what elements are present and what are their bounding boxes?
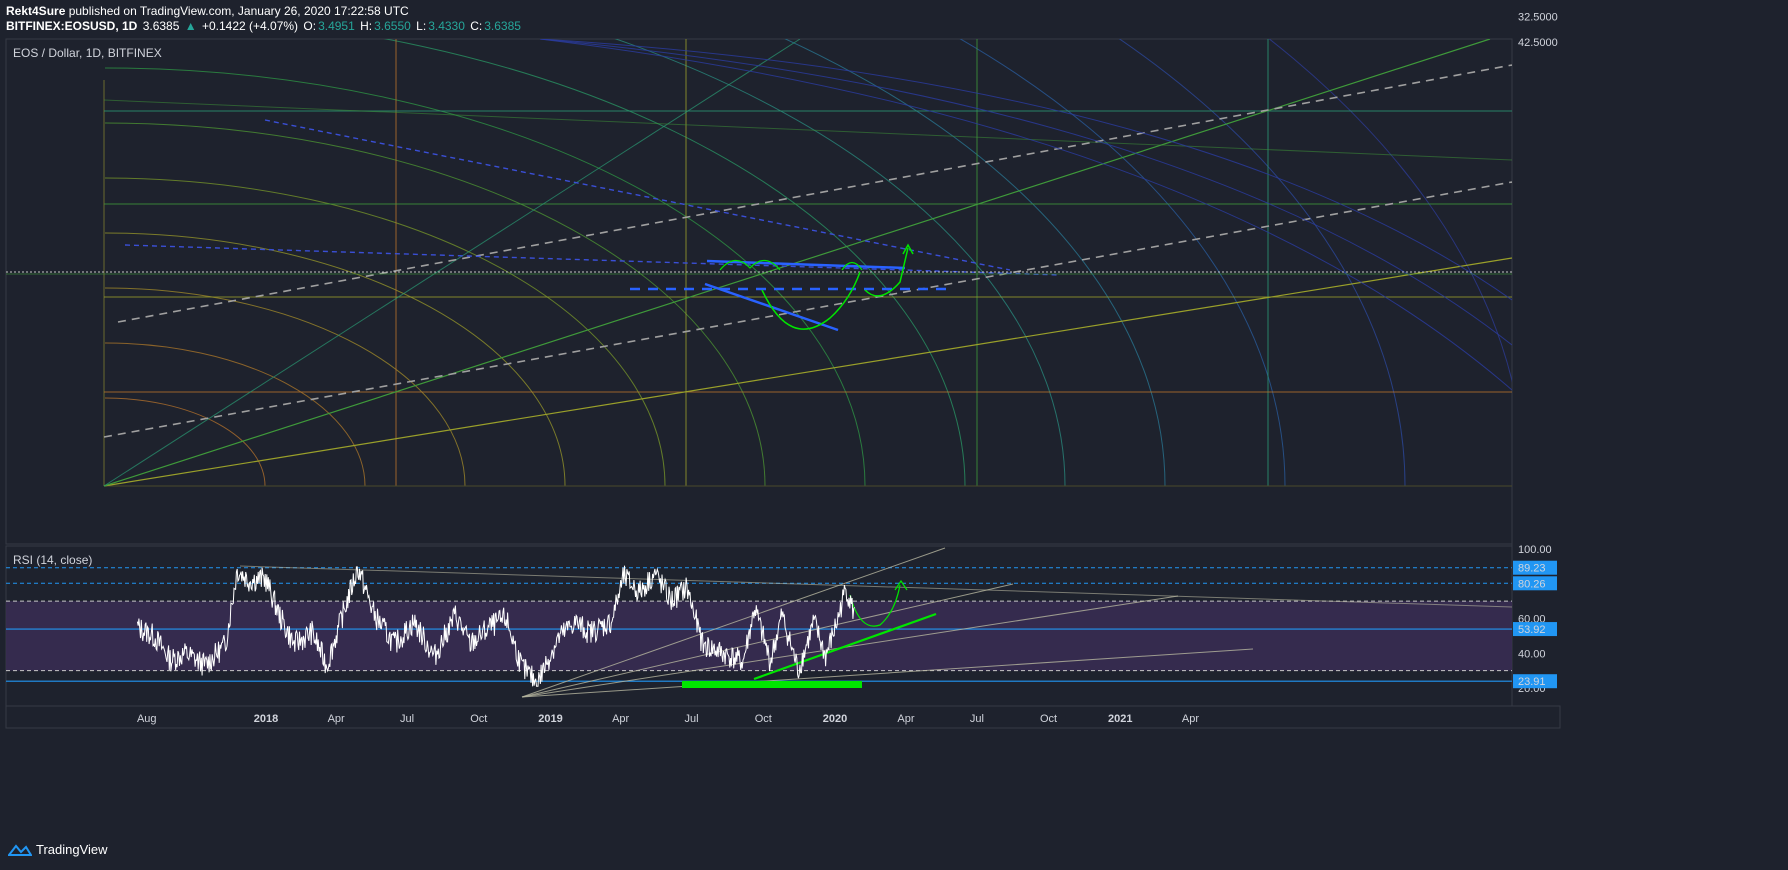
tradingview-logo-icon xyxy=(8,843,32,856)
rsi-value-label: 23.91 xyxy=(1518,676,1546,688)
dashed-channel-upper xyxy=(117,64,1512,323)
rsi-tick-label: 40.00 xyxy=(1518,648,1546,660)
rsi-value-badge xyxy=(1513,674,1557,689)
rsi-support-line xyxy=(753,612,937,681)
gann-arc xyxy=(104,397,266,487)
gann-arc xyxy=(104,67,866,487)
main-pane-title: EOS / Dollar, 1D, BITFINEX xyxy=(13,46,162,60)
gann-arc xyxy=(104,232,566,487)
resistance-trendline xyxy=(706,259,906,270)
high-label: H: xyxy=(360,19,373,33)
rsi-value-label: 89.23 xyxy=(1518,563,1546,575)
chart-header: Rekt4Sure published on TradingView.com, … xyxy=(6,4,523,34)
rsi-fan-line xyxy=(521,595,1179,698)
time-tick-label: Apr xyxy=(1182,713,1199,725)
gann-arc xyxy=(784,39,1166,487)
time-tick-label: 2019 xyxy=(538,713,562,725)
gann-fan-line xyxy=(103,39,801,487)
tradingview-footer[interactable]: TradingView xyxy=(8,842,108,857)
rsi-value-badge xyxy=(1513,576,1557,591)
author-name[interactable]: Rekt4Sure xyxy=(6,4,66,18)
time-tick-label: Jul xyxy=(970,713,984,725)
dashed-channel-lower xyxy=(103,181,1512,438)
cup-curve xyxy=(761,271,861,330)
price-tick-label: 42.5000 xyxy=(1518,37,1558,49)
wave-curve xyxy=(841,261,863,271)
symbol-label[interactable]: BITFINEX:EOSUSD, 1D xyxy=(6,19,138,33)
price-tick-label: 32.5000 xyxy=(1518,12,1558,24)
rsi-pane xyxy=(6,547,1513,698)
last-price: 3.6385 xyxy=(142,19,180,33)
low-label: L: xyxy=(416,19,427,33)
rsi-fan-line xyxy=(521,648,1254,698)
gann-arc xyxy=(383,39,966,487)
rsi-line xyxy=(136,565,855,687)
gann-arc-large xyxy=(539,39,1512,391)
open-value: 3.4951 xyxy=(318,19,355,33)
close-value: 3.6385 xyxy=(484,19,521,33)
price-change: +0.1422 (+4.07%) xyxy=(201,19,299,33)
gann-fan-line xyxy=(103,257,1512,487)
tradingview-brand: TradingView xyxy=(36,842,108,857)
rsi-value-badge xyxy=(1513,622,1557,637)
rsi-band xyxy=(6,601,1512,671)
gann-arc xyxy=(104,177,666,487)
gann-arc xyxy=(1268,39,1512,383)
low-value: 3.4330 xyxy=(428,19,465,33)
gann-arc-large xyxy=(539,39,1512,346)
up-arrow-icon: ▲ xyxy=(184,19,197,33)
time-tick-label: Jul xyxy=(685,713,699,725)
descending-trendline xyxy=(124,244,1061,276)
time-tick-label: Aug xyxy=(137,713,157,725)
rsi-support-zone xyxy=(682,681,862,688)
descending-trendline xyxy=(264,119,1011,271)
rsi-descending-line xyxy=(239,565,1513,608)
up-arrow-icon xyxy=(902,243,914,255)
time-axis-frame xyxy=(5,705,1561,729)
main-pane xyxy=(6,39,1512,487)
high-value: 3.6550 xyxy=(374,19,411,33)
rsi-pane-title: RSI (14, close) xyxy=(13,553,92,567)
published-text: published on TradingView.com, January 26… xyxy=(65,4,409,18)
time-tick-label: Jul xyxy=(400,713,414,725)
time-tick-label: Oct xyxy=(470,713,487,725)
time-tick-label: Apr xyxy=(897,713,914,725)
gann-arc xyxy=(959,39,1286,487)
rsi-fan-line xyxy=(521,547,946,698)
gann-arc xyxy=(1118,39,1406,487)
publication-line: Rekt4Sure published on TradingView.com, … xyxy=(6,4,523,19)
gann-arc xyxy=(104,342,366,487)
open-label: O: xyxy=(303,19,317,33)
rsi-tick-label: 100.00 xyxy=(1518,544,1552,556)
rsi-fan-line xyxy=(521,583,1014,698)
time-tick-label: Oct xyxy=(1040,713,1057,725)
rsi-value-label: 80.26 xyxy=(1518,578,1546,590)
rsi-value-label: 53.92 xyxy=(1518,624,1546,636)
rsi-projection-curve xyxy=(849,584,901,627)
time-tick-label: 2020 xyxy=(823,713,847,725)
close-label: C: xyxy=(470,19,483,33)
fan-line xyxy=(103,99,1512,161)
time-tick-label: 2018 xyxy=(254,713,278,725)
rsi-value-badge xyxy=(1513,560,1557,575)
gann-arc xyxy=(104,287,466,487)
gann-arc xyxy=(614,39,1066,487)
time-tick-label: Apr xyxy=(328,713,345,725)
projection-arrow xyxy=(864,247,909,297)
gann-arc xyxy=(104,122,766,487)
wave-curve xyxy=(719,259,781,271)
main-pane-frame xyxy=(5,38,1513,545)
time-tick-label: Oct xyxy=(755,713,772,725)
ohlc-line: BITFINEX:EOSUSD, 1D 3.6385 ▲ +0.1422 (+4… xyxy=(6,19,523,34)
gann-fan-line xyxy=(103,39,1491,487)
gann-arc-large xyxy=(539,39,1512,301)
time-tick-label: 2021 xyxy=(1108,713,1132,725)
time-tick-label: Apr xyxy=(612,713,629,725)
up-arrow-icon xyxy=(894,579,908,591)
